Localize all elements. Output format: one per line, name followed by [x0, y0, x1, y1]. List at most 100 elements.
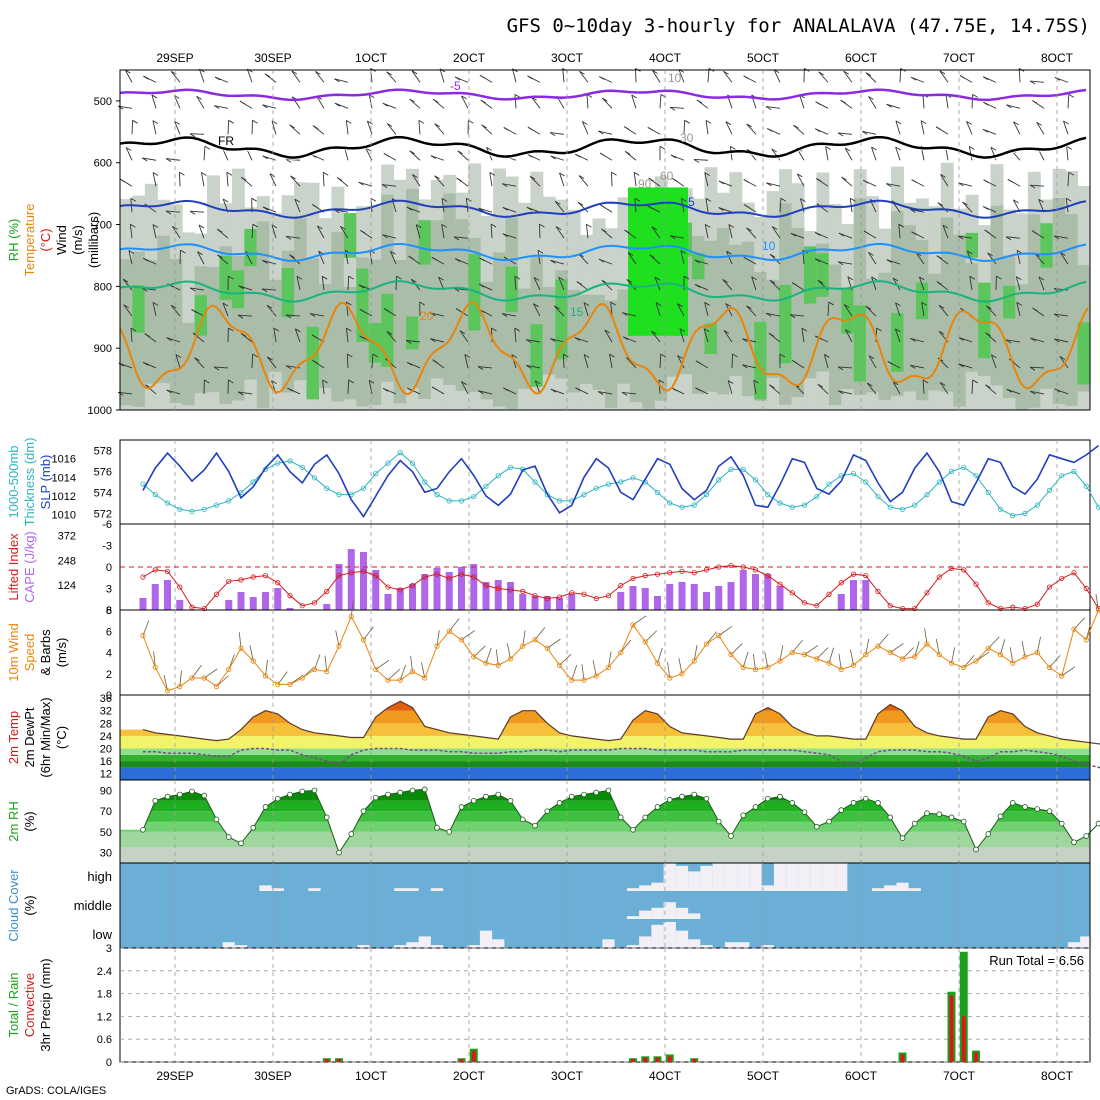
rh-point	[691, 791, 698, 798]
wind-barb-flag	[1029, 366, 1036, 371]
surface-wind-barb	[461, 630, 475, 641]
wind-barb-flag	[464, 353, 471, 358]
wind-barb-flag	[479, 74, 486, 79]
wind-barb	[1054, 313, 1069, 317]
date-label-bottom: 4OCT	[649, 1069, 682, 1083]
date-label-top: 30SEP	[254, 51, 291, 65]
surface-wind-barb	[935, 638, 940, 655]
wind-speed-line-point	[299, 675, 305, 681]
wind-barb	[987, 252, 997, 265]
thickness-line-point	[740, 466, 746, 472]
cape-bar	[519, 594, 527, 610]
wind-speed-line-point	[1022, 654, 1028, 660]
wind-speed-line-point	[446, 628, 452, 634]
wind-barb-flag	[991, 354, 997, 359]
thickness-tick-label: 578	[94, 446, 112, 458]
cape-bar	[445, 572, 453, 610]
rh-shade-mid	[207, 267, 220, 393]
wind-barb-flag	[503, 127, 510, 131]
wind-barb-flag	[434, 175, 440, 180]
wind-barb	[693, 159, 709, 161]
contour-freezing-inner	[119, 138, 1087, 160]
rh-point	[140, 826, 146, 833]
pressure-tick-label: 600	[94, 158, 112, 170]
wind-barb	[238, 285, 253, 291]
wind-barb	[237, 314, 253, 317]
rh-point	[176, 791, 183, 798]
wind-barb	[334, 78, 349, 83]
wind-barb	[434, 123, 445, 135]
wind-barb	[725, 121, 733, 135]
rh-point	[862, 795, 869, 802]
wind-barb-flag	[624, 126, 630, 131]
wind-barb	[371, 353, 374, 368]
lifted-index-line-point	[863, 572, 869, 579]
lifted-index-line-point	[360, 568, 367, 574]
lifted-index-line-point	[924, 590, 930, 596]
wind-speed-line-point	[238, 645, 244, 651]
thickness-line-point	[1095, 504, 1100, 510]
wind-barb	[122, 278, 133, 291]
rh-point	[434, 824, 440, 831]
wind-barb-flag	[533, 277, 540, 281]
lifted-index-line-point	[728, 562, 734, 569]
wind-barb-flag	[409, 150, 415, 155]
wind-barb	[920, 120, 925, 135]
surface-wind-barb	[890, 643, 904, 653]
wind-barb-flag	[793, 124, 799, 129]
wind-barb-flag	[911, 231, 917, 236]
rh-shade-mid	[443, 193, 457, 386]
wind-speed-line-point	[875, 643, 881, 649]
cloud-cell-high	[394, 888, 407, 891]
rh-point	[642, 814, 649, 821]
panel-label: SLP (mb)	[38, 455, 53, 510]
wind-barb	[579, 70, 589, 83]
wind-barb	[670, 235, 685, 239]
wind-barb-flag	[696, 99, 703, 104]
wind-barb	[294, 198, 301, 213]
wind-barb-flag	[780, 197, 787, 202]
wind-barb	[386, 71, 397, 83]
wind-barb	[658, 379, 661, 394]
wind-barb-flag	[317, 225, 323, 230]
wind-barb-flag	[125, 69, 131, 74]
wind-barb-flag	[814, 128, 821, 133]
cloud-cell-middle	[688, 913, 701, 919]
wind-barb	[577, 201, 589, 213]
wind-barb	[915, 252, 925, 265]
thickness-line-point	[899, 506, 906, 512]
wind-barb-flag	[865, 305, 872, 310]
wind-barb-flag	[554, 200, 561, 205]
wind-barb-flag	[411, 70, 418, 75]
wind-barb-flag	[455, 308, 462, 313]
wind-barb-flag	[751, 276, 757, 281]
wind-barb-flag	[511, 354, 518, 358]
rh-point	[274, 795, 281, 802]
wind-barb-flag	[143, 257, 149, 262]
thickness-line-point	[507, 464, 514, 470]
wind-barb-flag	[967, 250, 973, 255]
rh-point	[826, 818, 832, 825]
wind-barb	[746, 123, 757, 135]
rh-point	[189, 788, 195, 795]
wind-barb	[683, 120, 686, 135]
wind-barb	[478, 207, 493, 213]
wind-barb-flag	[214, 76, 221, 81]
rh-shade-mid	[269, 279, 283, 372]
lifted-index-line-point	[238, 577, 244, 583]
thickness-line-point	[826, 481, 832, 487]
cape-bar	[249, 597, 257, 610]
wind-speed-line-point	[887, 649, 893, 656]
surface-wind-barb	[764, 651, 769, 668]
surface-wind-barb	[179, 670, 182, 687]
wind-barb-flag	[972, 379, 978, 384]
cape-bar	[335, 564, 343, 610]
wind-barb	[222, 302, 229, 317]
wind-speed-line-point	[409, 669, 416, 675]
surface-wind-barb	[1021, 640, 1026, 657]
panel-label: 2m RH	[6, 801, 21, 841]
wind-barb-flag	[732, 353, 738, 358]
cape-bar	[531, 596, 539, 610]
wind-barb-flag	[575, 387, 581, 392]
rh-shade-high	[281, 267, 295, 318]
